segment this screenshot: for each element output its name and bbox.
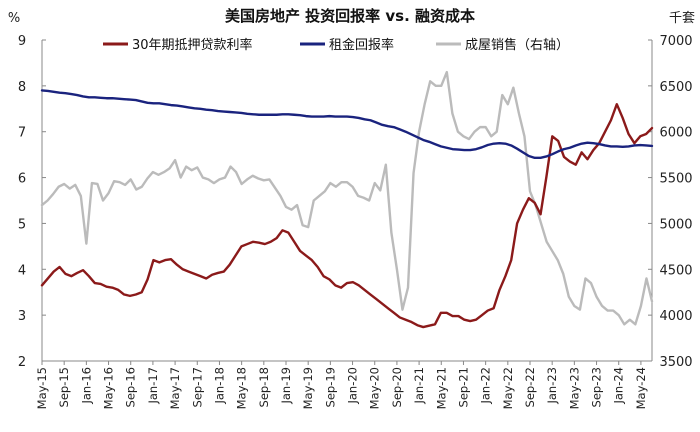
x-tick-label: Jan-22 bbox=[479, 367, 493, 405]
x-tick-label: May-24 bbox=[634, 367, 648, 409]
left-tick-label: 3 bbox=[18, 309, 26, 324]
left-tick-label: 2 bbox=[18, 355, 26, 370]
legend-label-mortgage-rate: 30年期抵押贷款利率 bbox=[132, 37, 253, 53]
x-tick-label: Sep-17 bbox=[190, 367, 204, 407]
right-tick-label: 5500 bbox=[659, 172, 692, 187]
left-tick-label: 4 bbox=[18, 263, 26, 278]
x-tick-label: Sep-15 bbox=[57, 367, 71, 407]
x-tick-label: Sep-22 bbox=[523, 367, 537, 407]
x-tick-label: May-20 bbox=[368, 367, 382, 409]
x-tick-label: Sep-16 bbox=[124, 367, 138, 407]
x-tick-label: Jan-20 bbox=[346, 367, 360, 405]
x-tick-label: Jan-19 bbox=[279, 367, 293, 405]
legend: 30年期抵押贷款利率 租金回报率 成屋销售（右轴） bbox=[103, 37, 569, 53]
legend-label-rental-yield: 租金回报率 bbox=[329, 37, 394, 53]
x-tick-label: Jan-23 bbox=[545, 367, 559, 405]
x-tick-label: Sep-23 bbox=[590, 367, 604, 407]
right-tick-label: 6500 bbox=[659, 80, 692, 95]
right-tick-label: 7000 bbox=[659, 34, 692, 49]
x-tick-label: Jan-18 bbox=[212, 367, 226, 405]
left-axis-unit: % bbox=[8, 11, 20, 26]
legend-label-existing-home-sales: 成屋销售（右轴） bbox=[465, 37, 569, 53]
x-tick-label: May-22 bbox=[501, 367, 515, 409]
right-tick-label: 4500 bbox=[659, 263, 692, 278]
x-tick-label: Sep-18 bbox=[257, 367, 271, 407]
left-tick-label: 5 bbox=[18, 217, 26, 232]
x-tick-label: May-15 bbox=[35, 367, 49, 409]
series-line-mortgage-rate bbox=[40, 102, 654, 329]
left-tick-label: 8 bbox=[18, 80, 26, 95]
x-tick-label: Sep-21 bbox=[456, 367, 470, 407]
x-tick-label: May-21 bbox=[434, 367, 448, 409]
x-tick-label: May-16 bbox=[102, 367, 116, 409]
right-tick-label: 3500 bbox=[659, 355, 692, 370]
x-tick-label: Jan-21 bbox=[412, 367, 426, 405]
x-tick-label: Jan-16 bbox=[79, 367, 93, 405]
right-axis-unit: 千套 bbox=[669, 10, 695, 26]
axes: 2 3 4 5 6 7 8 9 3500 4000 4500 5000 5500 6000 6500 7000… bbox=[18, 34, 693, 409]
series-layer bbox=[40, 70, 654, 329]
x-tick-label: Sep-20 bbox=[390, 367, 404, 407]
x-tick-label: Jan-17 bbox=[146, 367, 160, 405]
series-line-existing-home-sales bbox=[40, 70, 654, 326]
series-line-rental-yield bbox=[40, 89, 654, 160]
x-tick-label: May-23 bbox=[567, 367, 581, 409]
right-tick-label: 5000 bbox=[659, 217, 692, 232]
x-tick-label: Sep-19 bbox=[323, 367, 337, 407]
x-tick-label: May-19 bbox=[301, 367, 315, 409]
x-tick-label: May-17 bbox=[168, 367, 182, 409]
left-tick-label: 6 bbox=[18, 172, 26, 187]
right-tick-label: 6000 bbox=[659, 126, 692, 141]
left-tick-label: 9 bbox=[18, 34, 26, 49]
chart-title: 美国房地产 投资回报率 vs. 融资成本 bbox=[225, 7, 475, 25]
right-tick-label: 4000 bbox=[659, 309, 692, 324]
left-tick-label: 7 bbox=[18, 126, 26, 141]
x-tick-label: Jan-24 bbox=[612, 367, 626, 405]
x-tick-label: May-18 bbox=[235, 367, 249, 409]
